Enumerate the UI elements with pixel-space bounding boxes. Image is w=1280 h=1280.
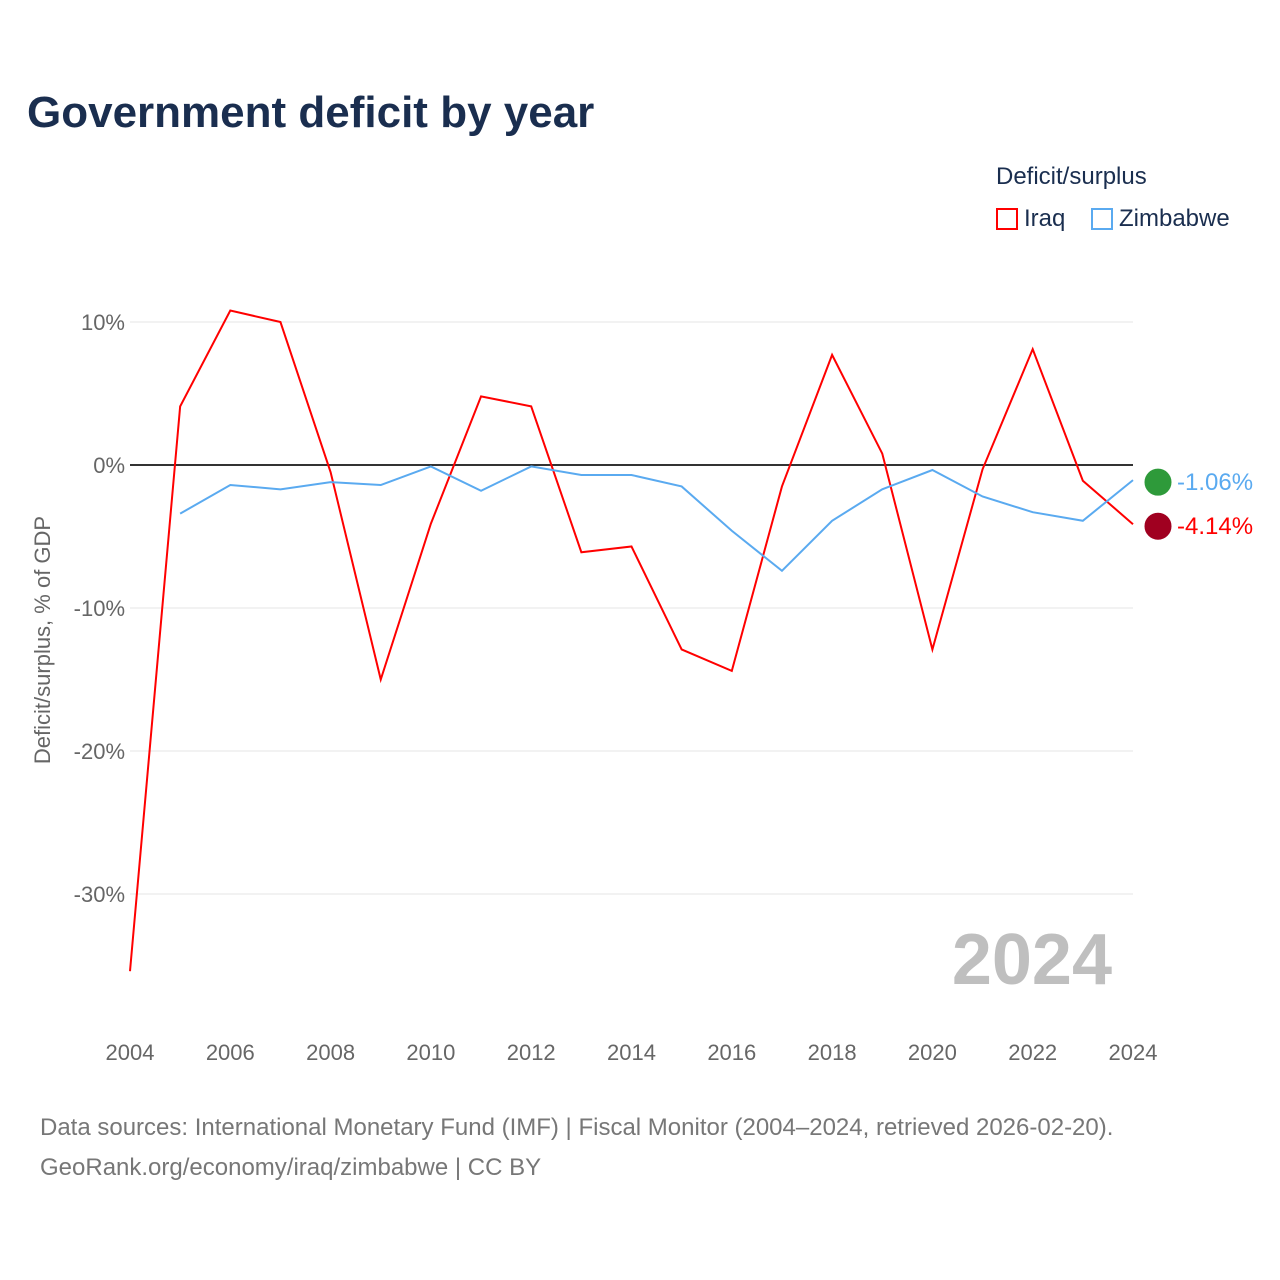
attribution-line: GeoRank.org/economy/iraq/zimbabwe | CC B… xyxy=(40,1154,542,1181)
flag-zimbabwe-icon xyxy=(1143,467,1173,497)
legend-label: Iraq xyxy=(1024,205,1066,232)
end-value-label: -1.06% xyxy=(1177,469,1253,496)
chart-title: Government deficit by year xyxy=(27,88,595,137)
y-tick-label: 0% xyxy=(93,453,125,478)
legend-item-zimbabwe[interactable]: Zimbabwe xyxy=(1091,205,1230,233)
source-line: Data sources: International Monetary Fun… xyxy=(40,1114,1114,1141)
legend-label: Zimbabwe xyxy=(1119,205,1230,232)
y-axis-label: Deficit/surplus, % of GDP xyxy=(30,516,55,764)
legend-swatch xyxy=(996,208,1018,230)
legend-swatch xyxy=(1091,208,1113,230)
series-line-iraq xyxy=(129,309,1134,972)
x-tick-label: 2012 xyxy=(507,1040,556,1065)
legend-item-iraq[interactable]: Iraq xyxy=(996,205,1065,233)
year-watermark: 2024 xyxy=(952,920,1112,1000)
x-tick-label: 2010 xyxy=(406,1040,455,1065)
series-line-zimbabwe xyxy=(179,465,1134,573)
flag-iraq-icon xyxy=(1143,511,1173,541)
y-tick-label: -30% xyxy=(74,882,125,907)
y-tick-label: 10% xyxy=(81,310,125,335)
x-tick-label: 2022 xyxy=(1008,1040,1057,1065)
x-tick-label: 2008 xyxy=(306,1040,355,1065)
end-value-label: -4.14% xyxy=(1177,513,1253,540)
x-tick-label: 2016 xyxy=(707,1040,756,1065)
legend-title: Deficit/surplus xyxy=(996,163,1147,190)
x-tick-label: 2004 xyxy=(106,1040,155,1065)
x-tick-label: 2024 xyxy=(1109,1040,1158,1065)
x-tick-label: 2006 xyxy=(206,1040,255,1065)
x-tick-label: 2014 xyxy=(607,1040,656,1065)
y-tick-label: -10% xyxy=(74,596,125,621)
y-tick-label: -20% xyxy=(74,739,125,764)
source-note: Data sources: International Monetary Fun… xyxy=(40,1108,1113,1188)
x-tick-label: 2020 xyxy=(908,1040,957,1065)
x-tick-label: 2018 xyxy=(808,1040,857,1065)
